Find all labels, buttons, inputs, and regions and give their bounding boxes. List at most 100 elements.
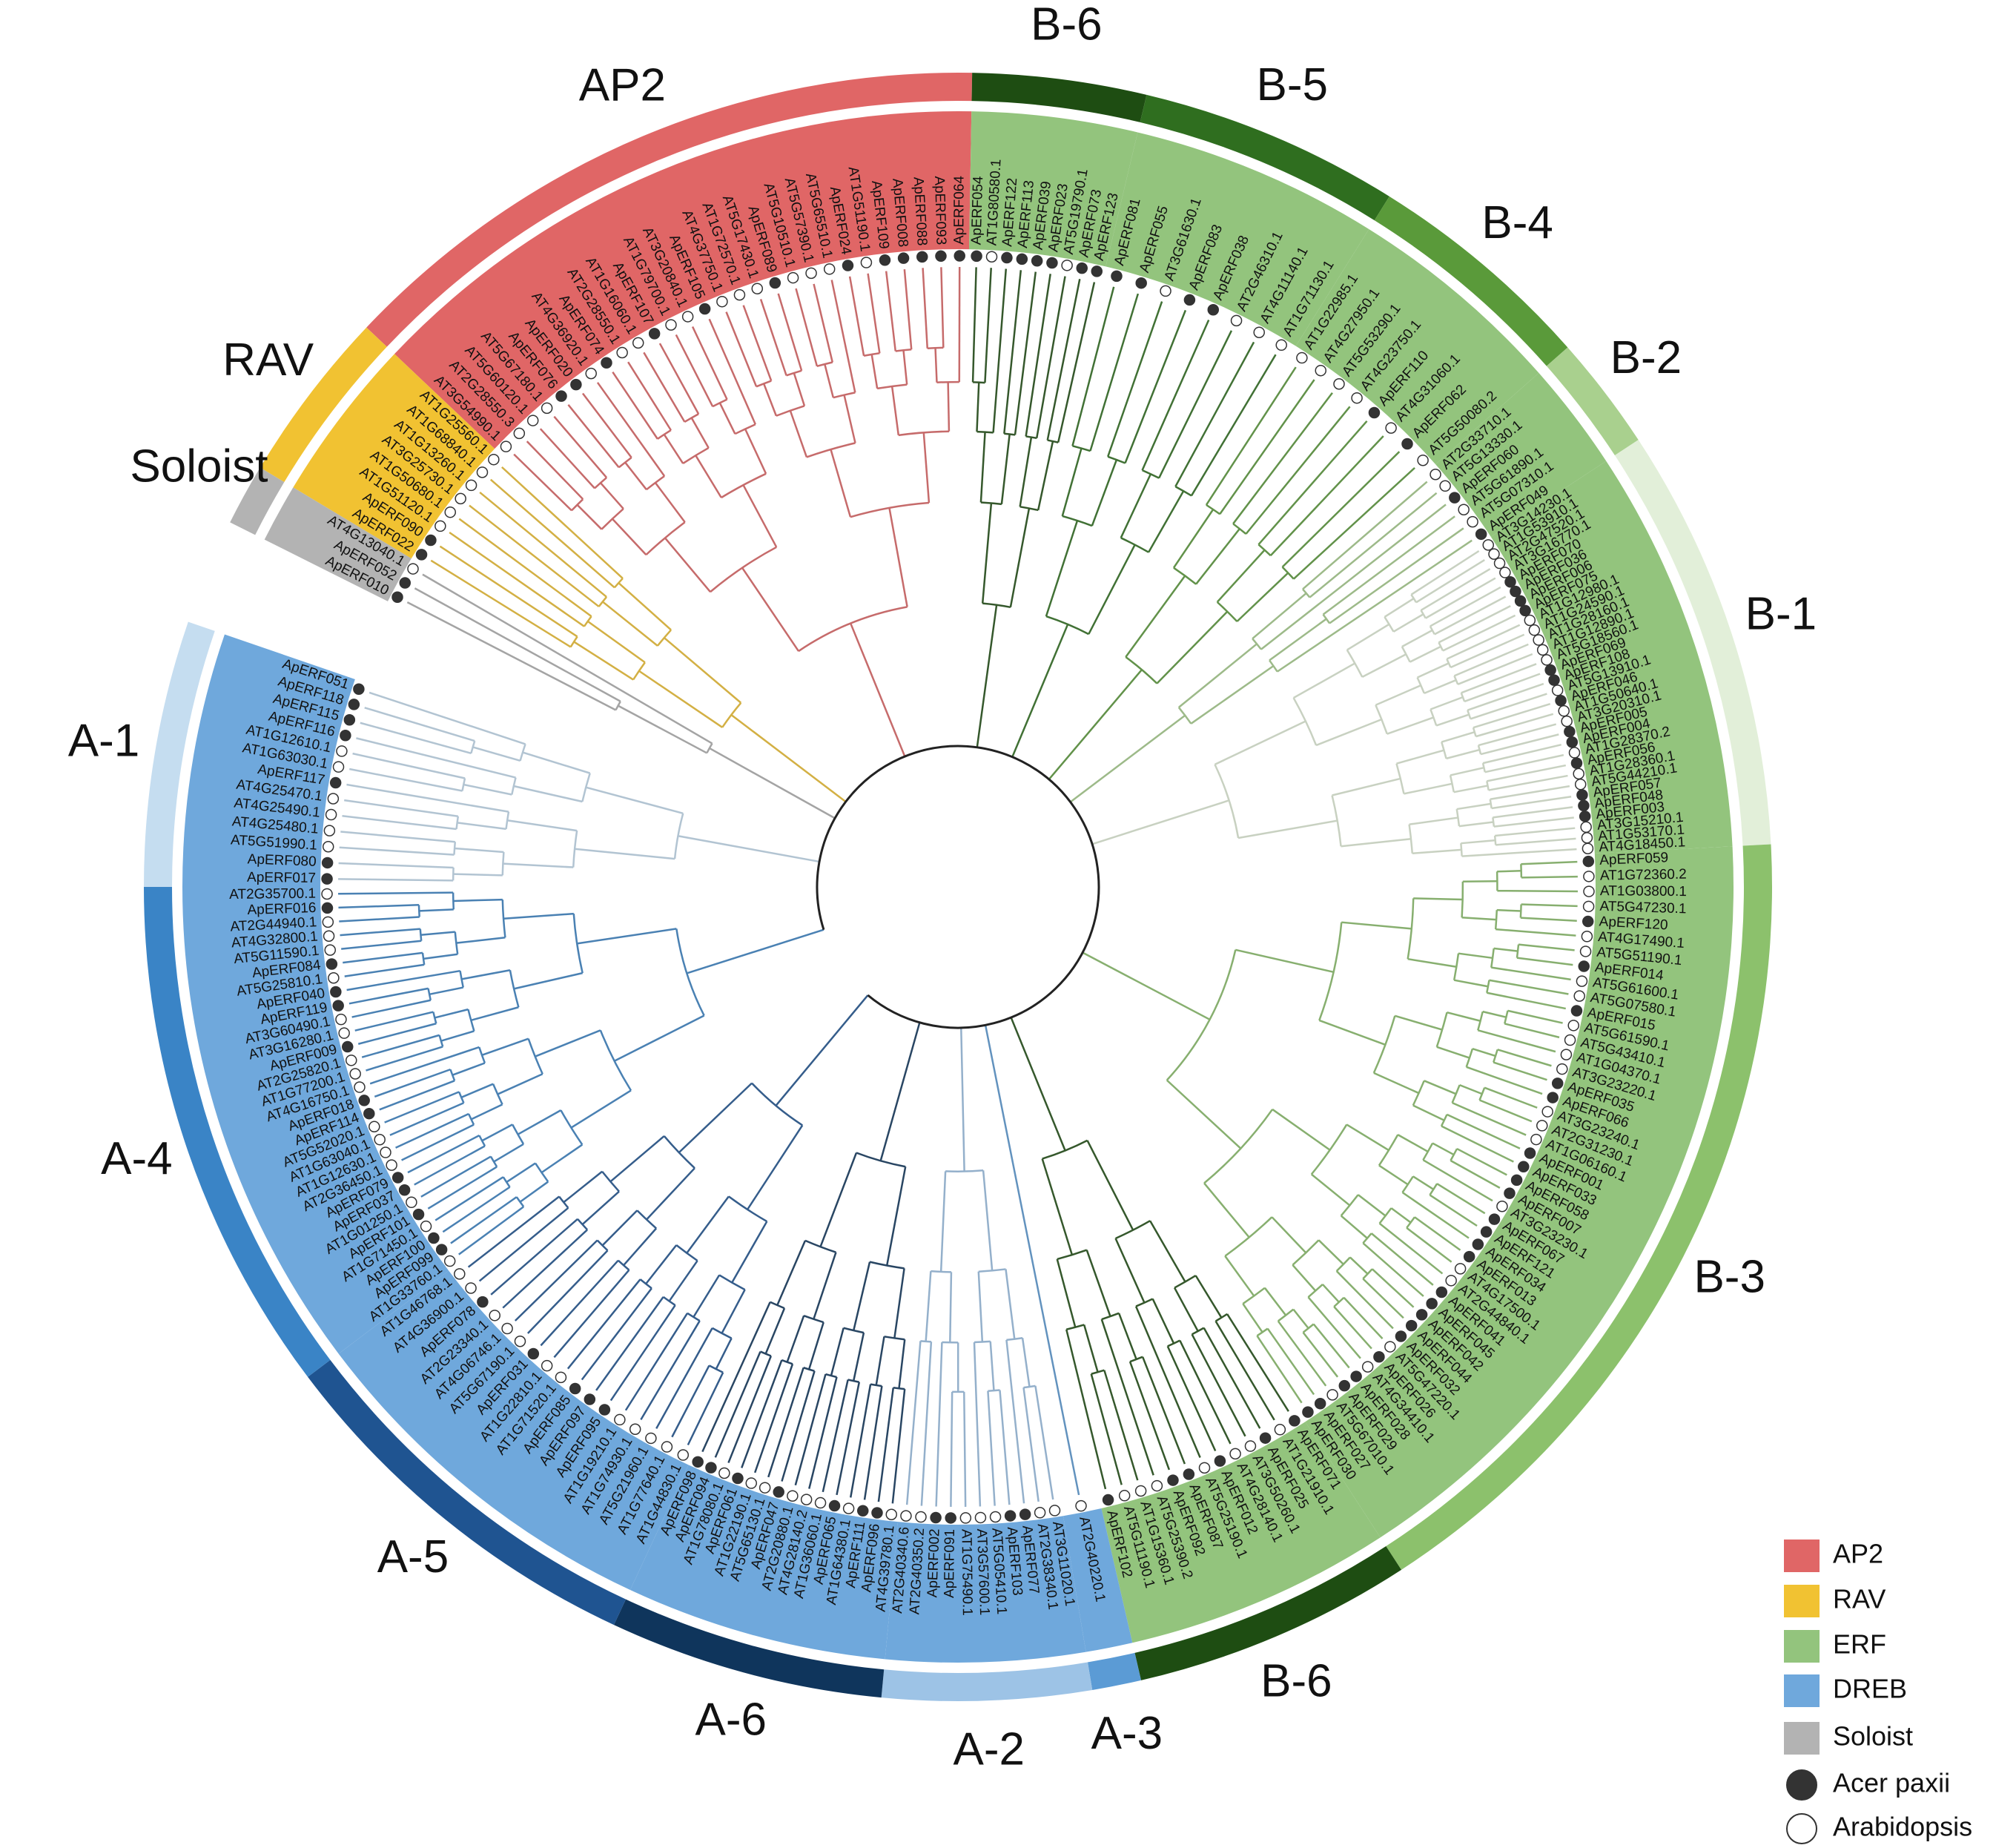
branch: [1061, 448, 1083, 517]
branch: [927, 346, 944, 349]
branch: [898, 430, 949, 437]
branch: [939, 1171, 947, 1273]
branch: [601, 508, 624, 530]
leaf-marker: [692, 1456, 704, 1468]
branch: [1441, 730, 1475, 743]
leaf-marker: [677, 1449, 690, 1461]
leaf-label: ApERF091: [942, 1529, 958, 1598]
leaf-marker: [733, 288, 746, 301]
branch: [730, 713, 847, 803]
branch: [963, 1391, 967, 1507]
branch: [1520, 917, 1577, 922]
branch: [1450, 766, 1484, 776]
leaf-marker: [465, 1282, 477, 1294]
branch: [1453, 643, 1529, 677]
leaf-marker: [415, 549, 428, 561]
branch: [1041, 1158, 1074, 1255]
leaf-marker: [1519, 604, 1531, 617]
branch: [1346, 1123, 1389, 1152]
branch: [1450, 1148, 1458, 1161]
branch: [1415, 558, 1485, 604]
branch: [1235, 948, 1334, 974]
branch: [1082, 951, 1211, 1020]
branch: [950, 1391, 954, 1507]
branch: [905, 1341, 922, 1505]
leaf-marker: [584, 1393, 596, 1405]
branch: [1322, 515, 1455, 616]
branch: [646, 1167, 695, 1221]
branch: [406, 601, 617, 711]
branch: [1335, 1270, 1394, 1330]
label-wedge: [182, 887, 449, 1354]
branch: [798, 606, 908, 653]
branch: [935, 1342, 943, 1507]
branch: [455, 847, 504, 854]
leaf-marker: [1524, 614, 1536, 627]
branch: [1101, 1312, 1120, 1321]
branch: [1232, 523, 1247, 535]
leaf-marker: [860, 257, 873, 268]
branch: [777, 293, 803, 372]
branch: [1424, 679, 1457, 695]
branch: [614, 1014, 705, 1062]
leaf-marker: [935, 250, 947, 263]
clade-ring: [613, 1599, 885, 1698]
branch: [824, 363, 835, 398]
branch: [449, 1069, 456, 1081]
branch: [1340, 1215, 1368, 1239]
leaf-marker: [332, 1000, 344, 1012]
leaf-marker: [321, 857, 334, 869]
leaf-marker: [885, 1508, 898, 1521]
branch: [1205, 366, 1297, 506]
branch: [339, 846, 455, 856]
leaf-marker: [477, 1296, 489, 1308]
clade-label: AP2: [579, 60, 666, 111]
branch: [502, 1176, 511, 1188]
leaf-marker: [1475, 528, 1487, 541]
branch: [1362, 1278, 1404, 1319]
branch: [836, 1382, 861, 1496]
leaf-marker: [632, 337, 644, 349]
branch: [1461, 663, 1537, 694]
branch: [456, 937, 506, 944]
leaf-marker: [1463, 1250, 1475, 1263]
branch: [982, 1170, 994, 1271]
branch: [1397, 1134, 1429, 1153]
branch: [596, 1239, 609, 1252]
branch: [885, 1166, 907, 1266]
leaf-marker: [353, 683, 365, 695]
branch: [566, 1278, 641, 1370]
leaf-marker: [1533, 634, 1544, 646]
leaf-marker: [1567, 1020, 1579, 1032]
branch: [595, 1296, 664, 1391]
branch: [1340, 1194, 1359, 1217]
branch: [1414, 1216, 1461, 1251]
branch: [1302, 481, 1428, 590]
branch: [920, 1342, 933, 1506]
branch: [540, 1259, 619, 1347]
branch: [463, 783, 512, 796]
branch: [419, 928, 423, 941]
leaf-marker: [1302, 1406, 1314, 1418]
branch: [1442, 614, 1516, 652]
leaf-marker: [930, 1511, 942, 1524]
leaf-marker: [455, 492, 466, 505]
branch: [884, 1336, 905, 1341]
branch: [576, 928, 677, 945]
branch: [511, 777, 517, 795]
leaf-marker: [1275, 339, 1287, 352]
leaf-marker: [386, 1159, 397, 1171]
branch: [1518, 943, 1575, 951]
leaf-label: AT5G47230.1: [1599, 899, 1687, 917]
branch: [816, 361, 833, 368]
branch: [1467, 682, 1544, 711]
branch: [1072, 445, 1091, 452]
branch: [1488, 774, 1568, 791]
branch: [1479, 1099, 1533, 1123]
branch: [1496, 837, 1576, 846]
leaf-marker: [897, 252, 910, 264]
branch: [1271, 1216, 1307, 1254]
clade-label: Soloist: [130, 441, 268, 492]
branch: [1263, 1287, 1287, 1316]
branch: [1037, 440, 1054, 511]
